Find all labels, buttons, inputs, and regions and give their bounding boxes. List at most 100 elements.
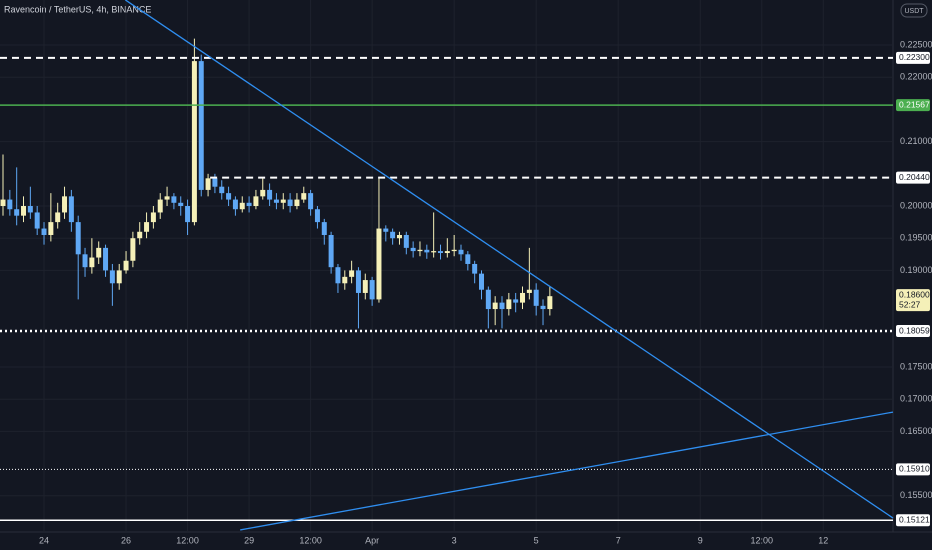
- x-tick-label: 12: [818, 535, 828, 545]
- candle-body: [239, 202, 245, 210]
- candle-body: [294, 199, 300, 207]
- level-label-box: [896, 51, 930, 64]
- candle-body: [526, 289, 532, 293]
- candle-body: [68, 196, 74, 223]
- candle-body: [314, 209, 320, 223]
- candle-body: [513, 299, 519, 303]
- candle-body: [335, 267, 341, 284]
- candle-body: [96, 247, 102, 258]
- candle-body: [321, 222, 327, 235]
- candle-body: [137, 231, 143, 239]
- x-tick-label: 12:00: [750, 535, 773, 545]
- candle-body: [506, 299, 512, 310]
- last-price-label: 0.18600: [899, 289, 930, 299]
- candle-body: [273, 199, 279, 203]
- candle-body: [27, 206, 33, 213]
- candle-body: [21, 206, 27, 216]
- candle-body: [342, 276, 348, 284]
- candle-body: [267, 189, 273, 200]
- candle-body: [472, 263, 478, 274]
- candle-body: [123, 260, 129, 271]
- candle-body: [205, 178, 211, 190]
- x-tick-label: 26: [121, 535, 131, 545]
- candle-body: [198, 61, 204, 190]
- candle-body: [355, 270, 361, 293]
- candle-body: [212, 178, 218, 187]
- candle-body: [34, 212, 40, 229]
- candle-body: [328, 234, 334, 268]
- candle-body: [383, 228, 389, 232]
- level-label: 0.18059: [899, 325, 930, 335]
- candle-body: [62, 196, 68, 213]
- candle-body: [390, 231, 396, 239]
- candle-body: [478, 273, 484, 290]
- candle-body: [485, 289, 491, 310]
- candle-body: [116, 270, 122, 284]
- candle-body: [219, 186, 225, 194]
- level-label: 0.15910: [899, 464, 930, 474]
- candle-body: [75, 222, 81, 255]
- candle-body: [150, 212, 156, 223]
- candle-body: [437, 251, 443, 254]
- trend-line: [240, 411, 894, 531]
- candle-body: [144, 222, 150, 232]
- currency-box[interactable]: [900, 3, 928, 18]
- trend-line: [125, 0, 894, 519]
- candle-body: [109, 270, 115, 284]
- x-tick-label: 12:00: [299, 535, 322, 545]
- x-tick-label: 12:00: [176, 535, 199, 545]
- candle-body: [403, 234, 409, 248]
- candle-body: [431, 251, 437, 253]
- level-label-box: [896, 171, 930, 184]
- candle-body: [191, 61, 197, 223]
- level-label-box: [896, 463, 930, 476]
- candle-body: [492, 302, 498, 310]
- candle-body: [0, 199, 6, 207]
- last-price-box: [896, 289, 930, 312]
- candle-body: [287, 199, 293, 207]
- candle-body: [308, 193, 314, 210]
- x-tick-label: 24: [39, 535, 49, 545]
- candle-body: [55, 212, 61, 223]
- candle-body: [157, 199, 163, 213]
- y-tick-label: 0.22000: [900, 72, 932, 82]
- x-tick-label: 7: [616, 535, 621, 545]
- currency[interactable]: USDT: [904, 8, 924, 15]
- y-tick-label: 0.20000: [900, 200, 932, 210]
- x-tick-label: 3: [452, 535, 457, 545]
- level-label-box: [896, 514, 930, 527]
- candle-body: [417, 249, 423, 252]
- x-tick-label: 5: [534, 535, 539, 545]
- level-label: 0.20440: [899, 172, 930, 182]
- candle-body: [185, 206, 191, 223]
- candle-body: [226, 193, 232, 200]
- y-tick-label: 0.15500: [900, 490, 932, 500]
- level-label: 0.15121: [899, 514, 930, 524]
- candle-body: [369, 280, 375, 300]
- candle-body: [164, 196, 170, 200]
- candle-body: [232, 199, 238, 210]
- candle-body: [253, 196, 259, 207]
- candle-body: [82, 254, 88, 268]
- candle-body: [458, 249, 464, 255]
- candle-body: [301, 193, 307, 200]
- candle-body: [7, 199, 13, 210]
- candle-body: [465, 254, 471, 264]
- x-tick-label: 29: [244, 535, 254, 545]
- candle-body: [499, 302, 505, 310]
- candle-body: [246, 202, 252, 207]
- candle-body: [424, 249, 430, 253]
- candle-body: [520, 292, 526, 303]
- candle-body: [48, 222, 54, 235]
- x-tick-label: Apr: [365, 535, 379, 545]
- y-tick-label: 0.21000: [900, 136, 932, 146]
- candle-body: [260, 189, 266, 197]
- level-label: 0.21567: [899, 99, 930, 109]
- y-tick-label: 0.17500: [900, 361, 932, 371]
- y-tick-label: 0.19000: [900, 265, 932, 275]
- candle-body: [349, 270, 355, 277]
- candle-body: [171, 196, 177, 203]
- candle-body: [178, 202, 184, 207]
- y-tick-label: 0.17000: [900, 394, 932, 404]
